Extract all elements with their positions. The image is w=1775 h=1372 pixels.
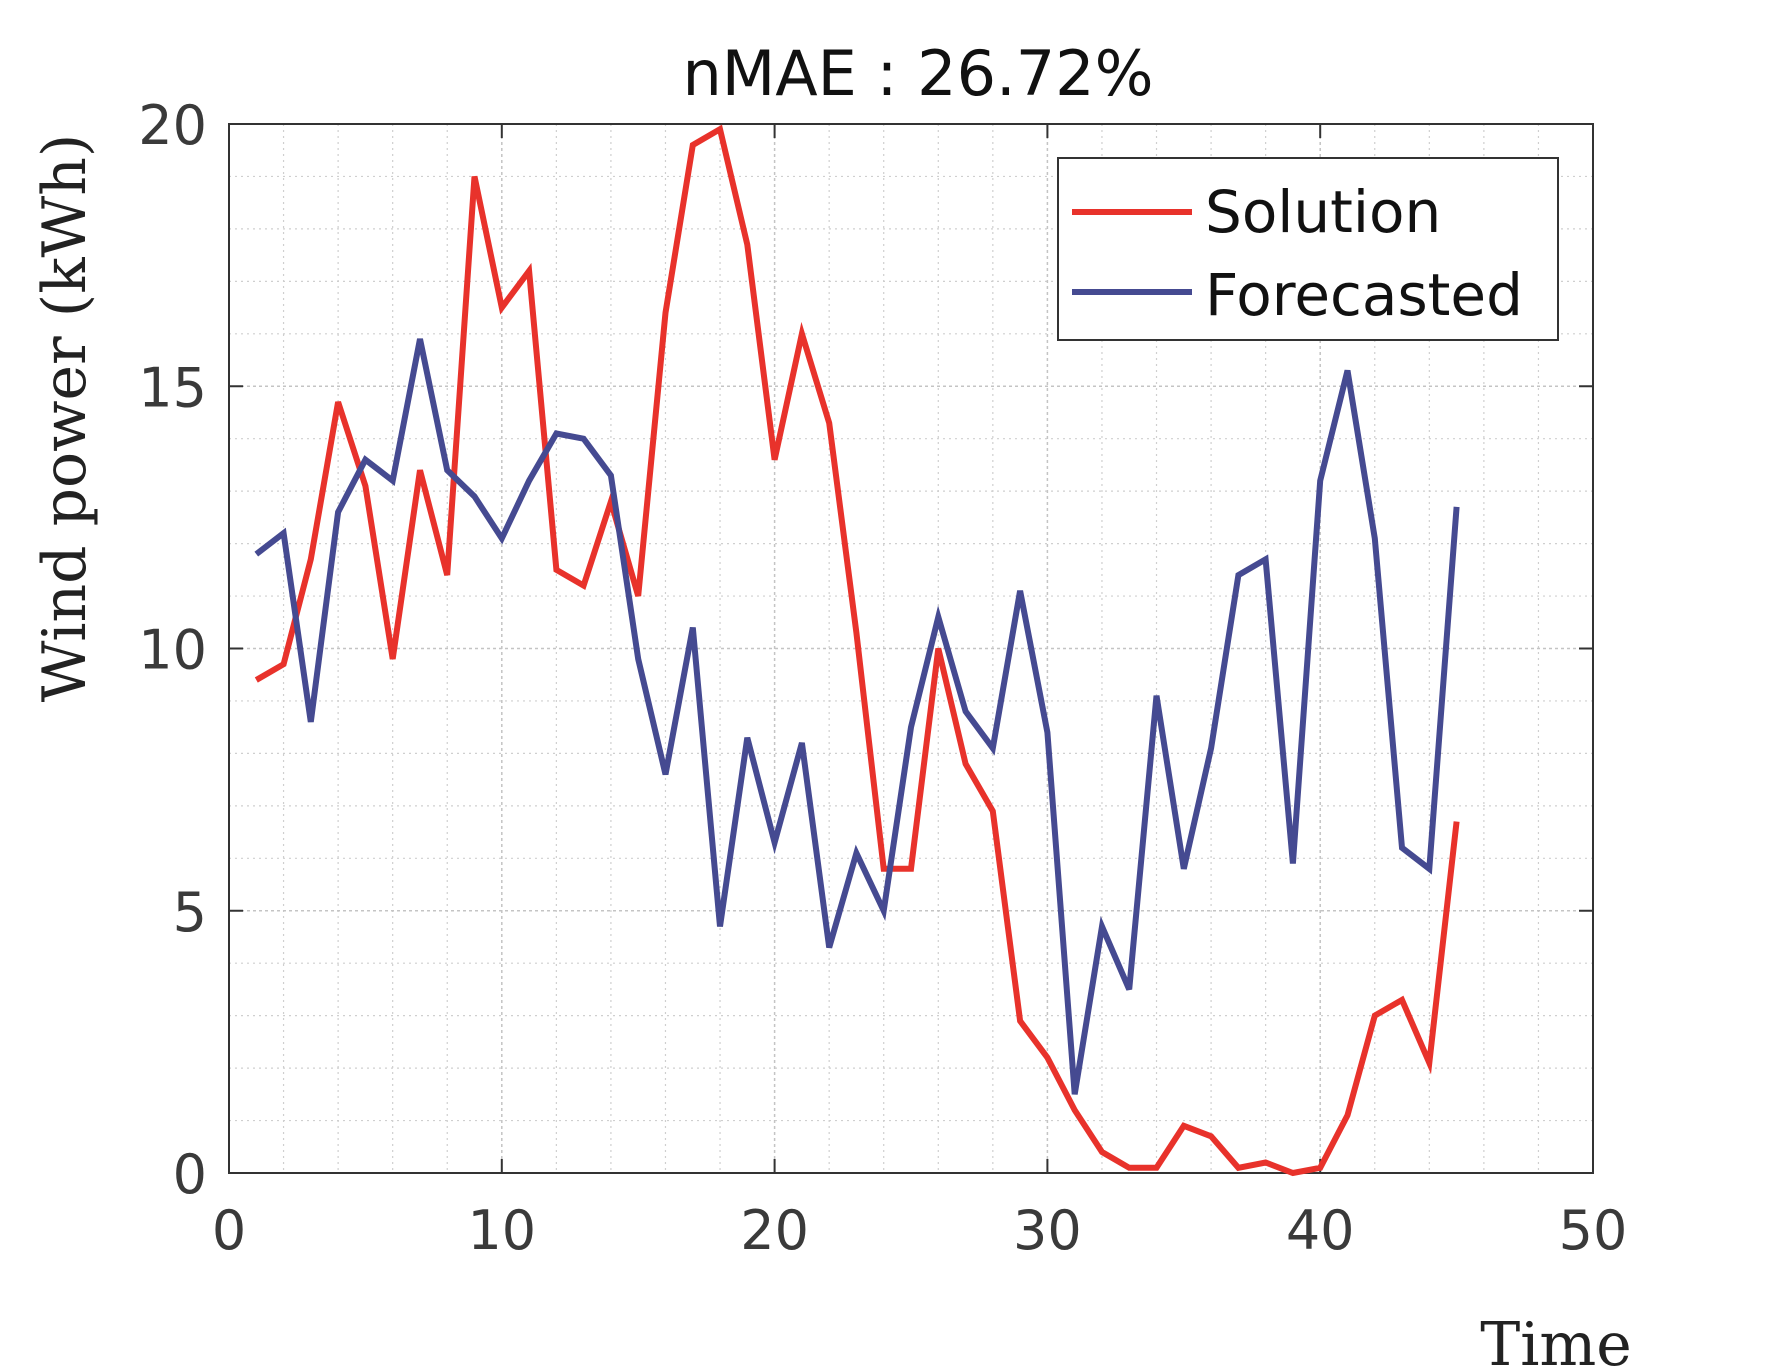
x-tick-label: 50: [1559, 1199, 1628, 1262]
series-group: [254, 124, 1460, 1177]
y-tick-label: 5: [173, 881, 207, 944]
x-tick-label: 30: [1013, 1199, 1082, 1262]
y-tick-label: 20: [138, 94, 207, 157]
y-tick-label: 15: [138, 356, 207, 419]
x-tick-label: 0: [212, 1199, 246, 1262]
y-tick-label: 0: [173, 1143, 207, 1206]
chart-title: nMAE : 26.72%: [682, 37, 1153, 110]
legend-label-solution: Solution: [1205, 178, 1441, 246]
series-line-forecasted: [254, 338, 1460, 1095]
axis-ticks: 0 10 20 30 40 50 0 5 10 15 20: [138, 94, 1627, 1262]
legend-label-forecasted: Forecasted: [1205, 261, 1523, 329]
x-tick-label: 40: [1286, 1199, 1355, 1262]
series-line-solution: [254, 124, 1460, 1177]
x-tick-label: 20: [740, 1199, 809, 1262]
legend-box: [1057, 157, 1559, 341]
x-axis-label: Time: [1480, 1310, 1632, 1372]
y-axis-label: Wind power (kWh): [30, 134, 100, 703]
y-tick-label: 10: [138, 619, 207, 682]
legend: Solution Forecasted: [1057, 157, 1559, 341]
x-tick-label: 10: [467, 1199, 536, 1262]
